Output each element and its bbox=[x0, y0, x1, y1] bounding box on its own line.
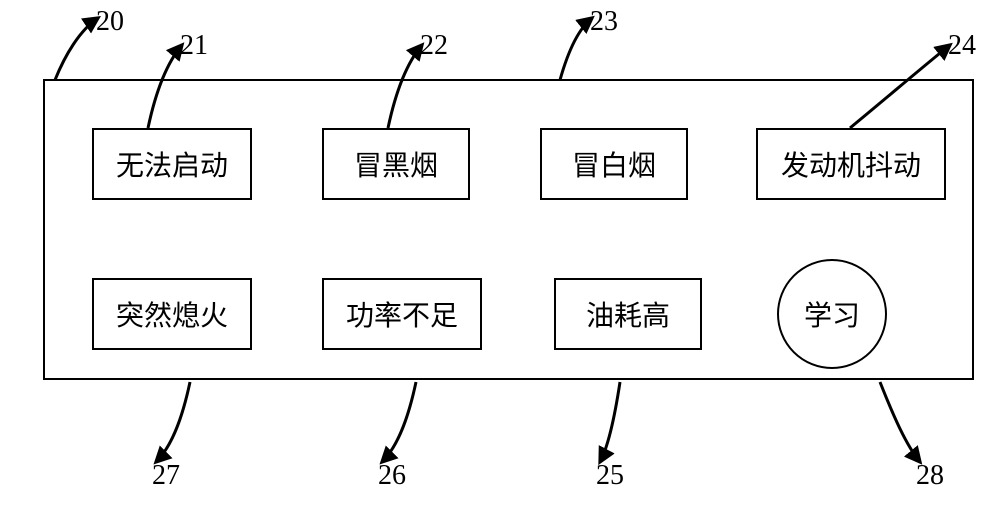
box-label: 发动机抖动 bbox=[781, 144, 921, 184]
arrow-25 bbox=[600, 382, 620, 462]
ref-24: 24 bbox=[948, 30, 976, 62]
box-25-high-fuel: 油耗高 bbox=[554, 278, 702, 350]
box-label: 功率不足 bbox=[346, 294, 458, 334]
box-24-engine-shake: 发动机抖动 bbox=[756, 128, 946, 200]
circle-28-learn: 学习 bbox=[777, 259, 887, 369]
box-label: 冒白烟 bbox=[572, 144, 656, 184]
box-label: 突然熄火 bbox=[116, 294, 228, 334]
box-21-cannot-start: 无法启动 bbox=[92, 128, 252, 200]
ref-25: 25 bbox=[596, 460, 624, 492]
ref-21: 21 bbox=[180, 30, 208, 62]
box-label: 冒黑烟 bbox=[354, 144, 438, 184]
box-label: 无法启动 bbox=[116, 144, 228, 184]
arrow-28 bbox=[880, 382, 920, 462]
box-22-black-smoke: 冒黑烟 bbox=[322, 128, 470, 200]
ref-23: 23 bbox=[590, 6, 618, 38]
arrow-23 bbox=[560, 18, 592, 80]
diagram-stage: 无法启动 冒黑烟 冒白烟 发动机抖动 突然熄火 功率不足 油耗高 学习 20 2… bbox=[0, 0, 1000, 507]
arrow-20 bbox=[55, 18, 98, 80]
circle-label: 学习 bbox=[804, 294, 860, 334]
ref-22: 22 bbox=[420, 30, 448, 62]
box-27-sudden-stall: 突然熄火 bbox=[92, 278, 252, 350]
arrow-26 bbox=[382, 382, 416, 462]
box-26-low-power: 功率不足 bbox=[322, 278, 482, 350]
box-23-white-smoke: 冒白烟 bbox=[540, 128, 688, 200]
ref-20: 20 bbox=[96, 6, 124, 38]
box-label: 油耗高 bbox=[586, 294, 670, 334]
ref-26: 26 bbox=[378, 460, 406, 492]
ref-27: 27 bbox=[152, 460, 180, 492]
ref-28: 28 bbox=[916, 460, 944, 492]
arrow-27 bbox=[156, 382, 190, 462]
